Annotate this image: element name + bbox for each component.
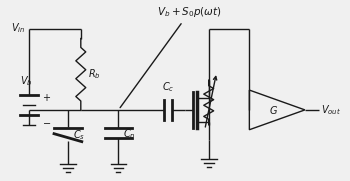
Text: $R_b$: $R_b$ [88, 67, 100, 81]
Text: $V_b + S_0 p(\omega t)$: $V_b + S_0 p(\omega t)$ [120, 5, 222, 108]
Text: $C_p$: $C_p$ [124, 127, 136, 142]
Text: $G$: $G$ [268, 104, 278, 116]
Text: $+$: $+$ [42, 92, 51, 102]
Text: $V_b$: $V_b$ [20, 74, 33, 88]
Text: $C_s$: $C_s$ [73, 128, 85, 142]
Text: $V_{out}$: $V_{out}$ [321, 103, 341, 117]
Text: $-$: $-$ [42, 117, 51, 127]
Text: $C_c$: $C_c$ [162, 80, 174, 94]
Text: $V_{in}$: $V_{in}$ [11, 22, 25, 35]
